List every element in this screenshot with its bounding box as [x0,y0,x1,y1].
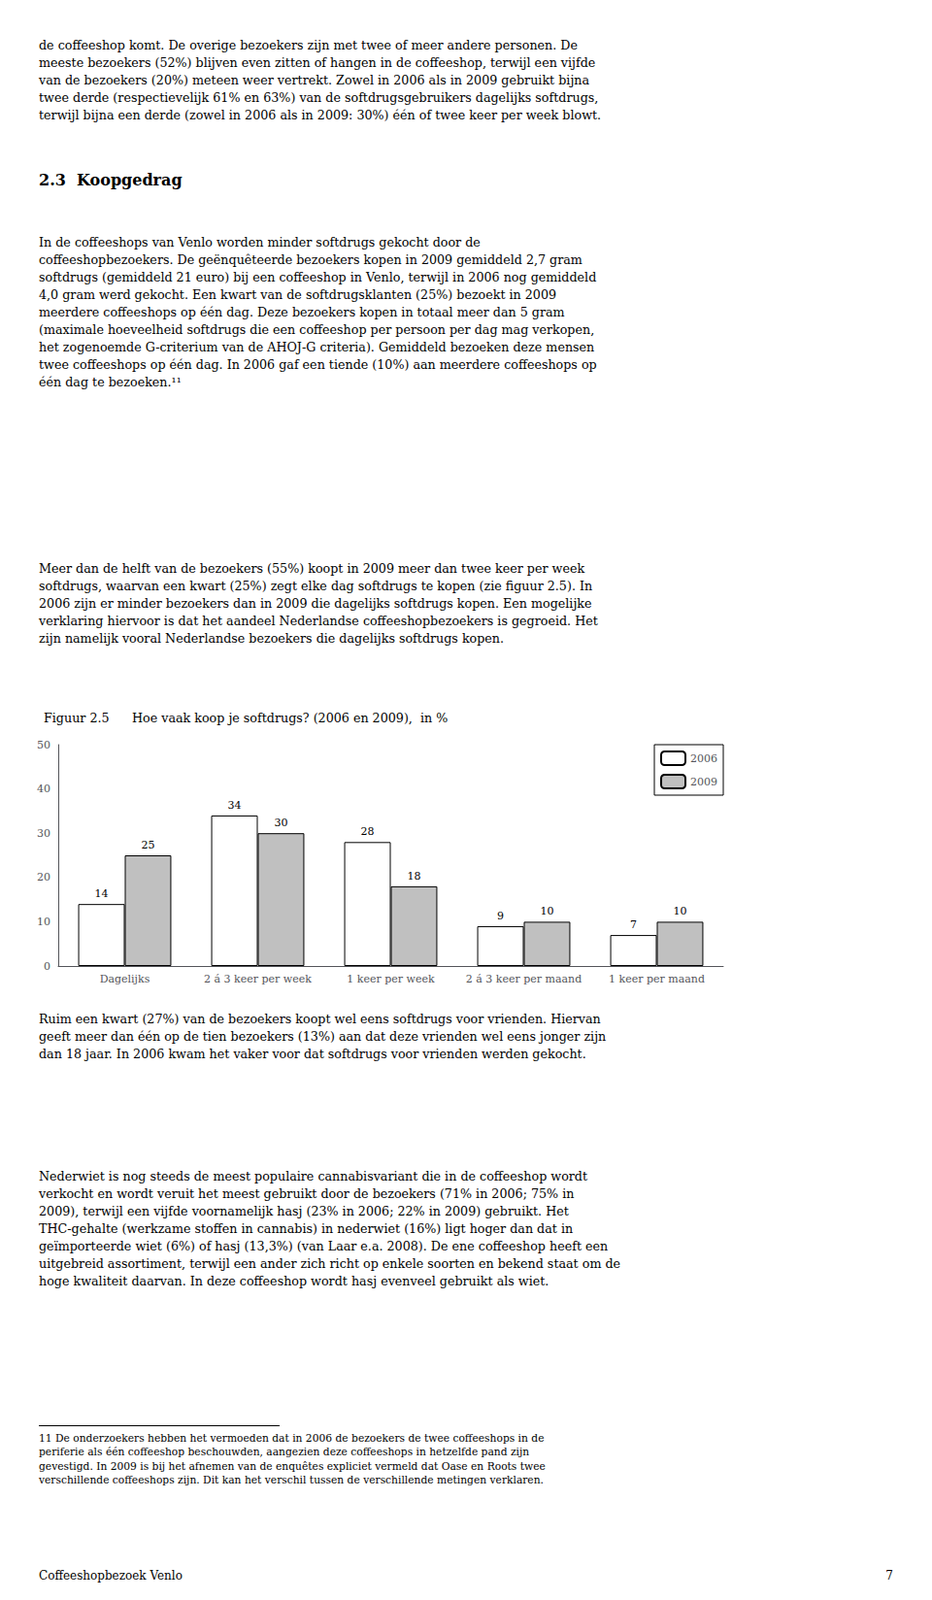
html-text:Coffeeshopbezoek Venlo: Coffeeshopbezoek Venlo [38,1568,183,1583]
svg-text:25: 25 [140,838,155,852]
svg-text:2006: 2006 [690,752,718,766]
svg-text:10: 10 [36,915,51,929]
svg-text:1 keer per maand: 1 keer per maand [608,972,705,986]
svg-text:14: 14 [95,887,109,900]
svg-text:2009: 2009 [690,775,718,789]
svg-text:30: 30 [36,827,51,840]
html-text:7: 7 [885,1568,894,1583]
svg-text:28: 28 [361,825,375,838]
html-text:2.3 Koopgedrag: 2.3 Koopgedrag [38,170,183,190]
svg-text:10: 10 [672,904,687,918]
svg-text:50: 50 [36,738,51,752]
svg-text:34: 34 [228,798,242,812]
svg-text:Dagelijks: Dagelijks [99,972,151,986]
html-text:Meer dan de helft van de bezoe: Meer dan de helft van de bezoekers (55%)… [38,561,598,646]
html-text:Nederwiet is nog steeds de mee: Nederwiet is nog steeds de meest populai… [38,1168,621,1289]
html-text:11 De onderzoekers hebben het: 11 De onderzoekers hebben het vermoeden … [38,1431,546,1487]
svg-text:1 keer per week: 1 keer per week [346,972,435,986]
svg-text:7: 7 [630,918,637,932]
svg-text:9: 9 [497,909,504,923]
svg-text:20: 20 [36,870,51,884]
svg-text:2 á 3 keer per maand: 2 á 3 keer per maand [466,972,582,986]
svg-text:10: 10 [539,904,554,918]
svg-text:30: 30 [273,816,288,830]
svg-text:2 á 3 keer per week: 2 á 3 keer per week [203,972,312,986]
svg-text:Figuur 2.5: Figuur 2.5 [43,710,110,726]
svg-text:40: 40 [36,782,51,796]
html-text:In de coffeeshops van Venlo wo: In de coffeeshops van Venlo worden minde… [38,234,597,390]
svg-text:18: 18 [406,869,421,883]
svg-text:0: 0 [43,960,51,973]
html-text:Ruim een kwart (27%) van de be: Ruim een kwart (27%) van de bezoekers ko… [38,1011,607,1062]
svg-text:Hoe vaak koop je softdrugs? (2: Hoe vaak koop je softdrugs? (2006 en 200… [132,710,448,726]
html-text:de coffeeshop komt. De overige: de coffeeshop komt. De overige bezoekers… [38,37,602,123]
